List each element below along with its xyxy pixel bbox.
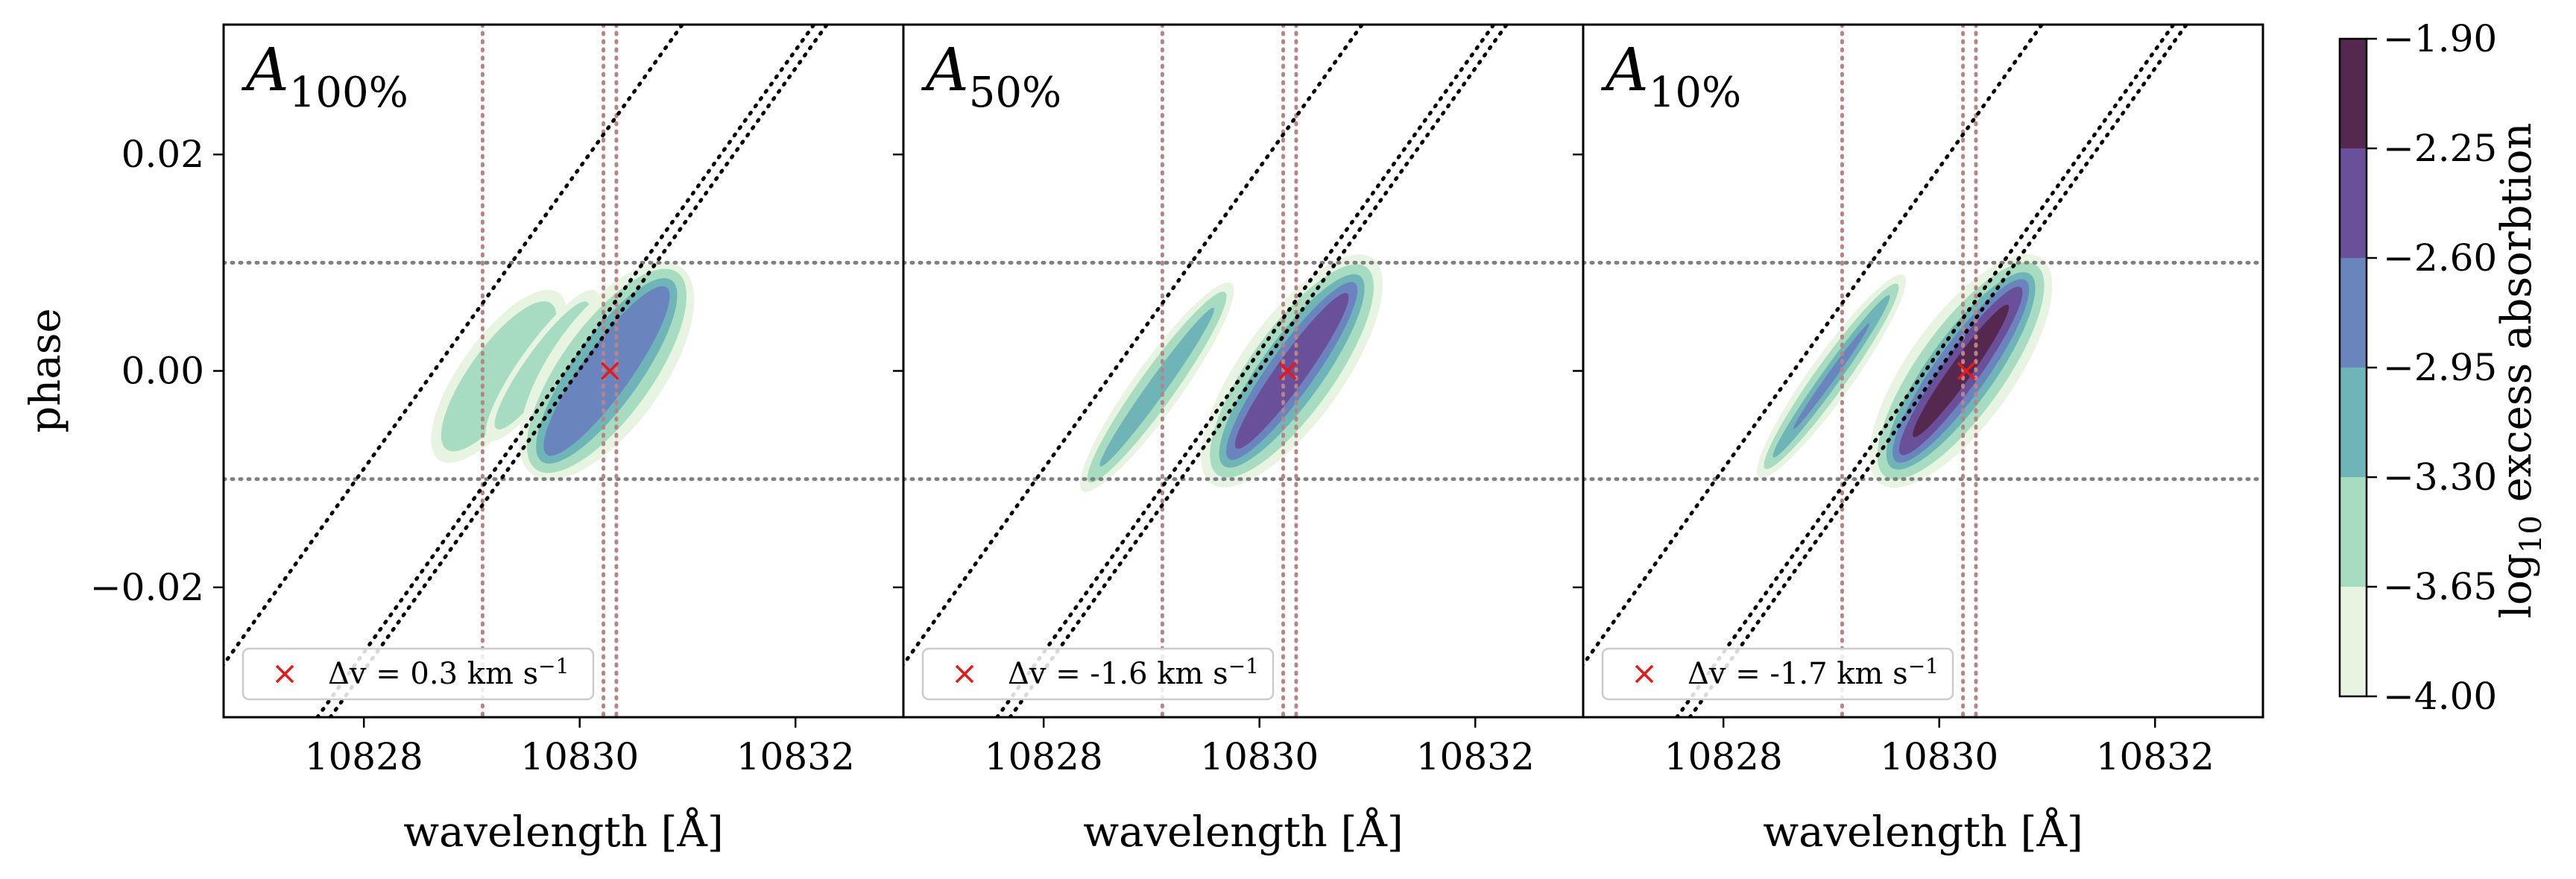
x-tick-label: 10832 <box>736 735 855 778</box>
colorbar-segment <box>2340 368 2367 477</box>
colorbar-label: log10 excess absorbtion <box>2493 122 2548 618</box>
plot-area <box>1583 25 2263 717</box>
x-tick-label: 10830 <box>1880 735 1998 778</box>
colorbar-segment <box>2340 477 2367 587</box>
velocity-marker <box>1278 362 1297 380</box>
legend: Δv = -1.7 km s−1 <box>1601 647 1954 701</box>
contour-level-5 <box>1234 293 1349 449</box>
panel-a50: 10828 10830 10832 A50% Δv = -1.6 km s−1 <box>893 23 1585 778</box>
x-tick-label: 10832 <box>2096 735 2214 778</box>
y-axis-label: phase <box>22 308 70 432</box>
diagonal-line-1 <box>315 25 816 717</box>
colorbar-label-suffix: excess absorbtion <box>2493 122 2541 515</box>
marker-stroke-b <box>1957 362 1976 380</box>
panel-title-sub: 10% <box>1649 69 1741 117</box>
diagonal-line-2 <box>328 25 829 717</box>
x-tick-label: 10830 <box>1200 735 1319 778</box>
x-axis-label-2: wavelength [Å] <box>1083 807 1404 857</box>
legend-label-main: Δv = 0.3 km s <box>328 657 538 691</box>
legend: Δv = -1.6 km s−1 <box>921 647 1275 701</box>
colorbar-tick-label: −2.25 <box>2383 127 2497 170</box>
plot-area <box>903 25 1583 717</box>
legend-marker-b <box>275 664 294 684</box>
colorbar-tick-label: −3.65 <box>2383 565 2497 608</box>
panel-title: A50% <box>921 35 1061 117</box>
colorbar-segment <box>2340 148 2367 258</box>
panel-title: A10% <box>1600 35 1741 117</box>
diagonal-line-2 <box>1008 25 1509 717</box>
x-axis-label-3: wavelength [Å] <box>1763 807 2083 857</box>
marker-stroke-b <box>601 362 619 380</box>
diagonal-line-0 <box>1583 25 2044 668</box>
velocity-marker <box>1957 362 1976 380</box>
marker-stroke-b <box>1278 362 1297 380</box>
legend: Δv = 0.3 km s−1 <box>242 647 595 701</box>
diagonal-line-0 <box>224 25 684 668</box>
diagonal-line-1 <box>995 25 1496 717</box>
colorbar-tick-label: −3.30 <box>2383 456 2497 499</box>
colorbar-tick-label: −2.95 <box>2383 346 2497 389</box>
panel-title-sub: 50% <box>969 69 1061 117</box>
x-axis-label-1: wavelength [Å] <box>403 807 724 857</box>
colorbar-tick-label: −4.00 <box>2383 675 2497 718</box>
legend-label: Δv = -1.7 km s−1 <box>1688 654 1939 691</box>
colorbar-label-sub: 10 <box>2514 515 2548 553</box>
diagonal-line-1 <box>1675 25 2176 717</box>
y-tick-label: 0.02 <box>121 133 204 176</box>
plot-area <box>224 25 903 717</box>
diagonal-line-0 <box>903 25 1364 668</box>
legend-label: Δv = -1.6 km s−1 <box>1008 654 1259 691</box>
legend-box <box>1601 647 1954 701</box>
legend-marker-b <box>1635 664 1654 684</box>
panel-title-sub: 100% <box>289 69 408 117</box>
panel-a100: 10828 10830 10832 −0.02 0.00 0.02 A100% Δv = 0.… <box>90 23 905 778</box>
colorbar: −4.00 −3.65 −3.30 −2.95 −2.60 −2.25 −1.90 <box>2338 17 2497 718</box>
colorbar-segment <box>2340 587 2367 696</box>
y-tick-label: −0.02 <box>90 566 204 609</box>
x-tick-label: 10828 <box>1664 735 1783 778</box>
panel-title: A100% <box>241 35 408 117</box>
diagonal-line-2 <box>1688 25 2188 717</box>
contour-level-6 <box>1913 304 2010 438</box>
x-tick-label: 10830 <box>520 735 639 778</box>
y-tick-label: 0.00 <box>121 350 204 393</box>
panel-a10: 10828 10830 10832 A10% Δv = -1.7 km s−1 <box>1573 23 2264 778</box>
colorbar-segment <box>2340 39 2367 148</box>
colorbar-tick-label: −1.90 <box>2383 17 2497 60</box>
legend-label-main: Δv = -1.7 km s <box>1688 657 1908 691</box>
legend-label: Δv = 0.3 km s−1 <box>328 654 569 691</box>
legend-label-main: Δv = -1.6 km s <box>1008 657 1228 691</box>
legend-label-sup: −1 <box>1908 654 1939 678</box>
contour-level-4 <box>543 286 670 456</box>
contour-level-4 <box>1793 323 1869 429</box>
x-tick-label: 10832 <box>1416 735 1535 778</box>
x-tick-label: 10828 <box>985 735 1103 778</box>
panel-title-main: A <box>241 35 289 104</box>
contour-level-2 <box>441 301 557 452</box>
colorbar-tick-label: −2.60 <box>2383 236 2497 280</box>
colorbar-label-prefix: log <box>2493 553 2541 618</box>
legend-box <box>242 647 595 701</box>
colorbar-segment <box>2340 258 2367 368</box>
x-tick-label: 10828 <box>305 735 423 778</box>
panel-title-main: A <box>1600 35 1649 104</box>
velocity-marker <box>601 362 619 380</box>
legend-label-sup: −1 <box>1228 654 1259 678</box>
legend-marker-b <box>955 664 974 684</box>
legend-box <box>921 647 1275 701</box>
contour-level-3 <box>1099 307 1214 467</box>
legend-label-sup: −1 <box>538 654 569 678</box>
panel-title-main: A <box>921 35 969 104</box>
